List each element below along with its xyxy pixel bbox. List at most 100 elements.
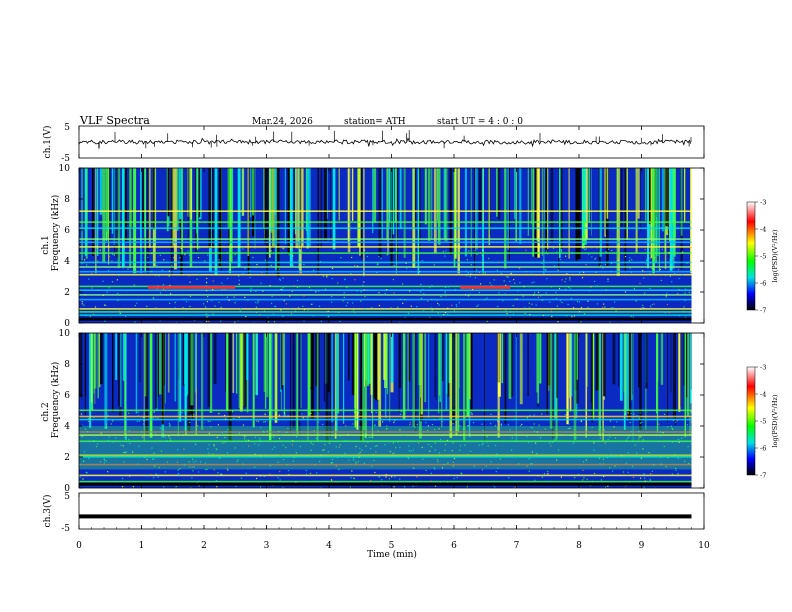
spectrogram-speckle xyxy=(228,271,230,273)
spectrogram-speckle xyxy=(107,414,109,417)
spectrogram-speckle xyxy=(110,423,112,425)
spectrogram-speckle xyxy=(254,443,256,445)
spectrogram-sferic xyxy=(548,333,550,391)
spectrogram-sferic xyxy=(463,333,466,441)
spectrogram-speckle xyxy=(319,460,321,462)
spectrogram-speckle xyxy=(339,435,341,437)
spectrogram-speckle xyxy=(315,291,317,293)
spectrogram-speckle xyxy=(87,418,90,420)
spectrogram-speckle xyxy=(189,466,191,468)
spectrogram-speckle xyxy=(386,425,388,427)
spectrogram-speckle xyxy=(470,273,472,275)
spectrogram-speckle xyxy=(444,312,447,314)
spectrogram-speckle xyxy=(249,276,251,279)
spectrogram-speckle xyxy=(223,289,225,291)
spectrogram-sferic xyxy=(280,333,283,390)
spectrogram-speckle xyxy=(550,286,552,288)
xtick-label: 0 xyxy=(76,541,82,551)
spectrogram-sferic xyxy=(390,168,392,240)
spectrogram-speckle xyxy=(644,480,646,482)
spectrogram-speckle xyxy=(542,314,545,316)
spectrogram-speckle xyxy=(329,273,331,275)
spectrogram-speckle xyxy=(410,305,412,307)
spectrogram-speckle xyxy=(423,293,425,295)
spectrogram-speckle xyxy=(292,264,294,266)
spectrogram-speckle xyxy=(549,442,551,444)
spectrogram-speckle xyxy=(382,421,384,423)
spectrogram-speckle xyxy=(216,486,218,488)
spectrogram-speckle xyxy=(642,304,644,306)
spectrogram-sferic xyxy=(308,168,311,247)
spectrogram-speckle xyxy=(665,274,667,277)
spectrogram-speckle xyxy=(466,293,468,295)
spectrogram-speckle xyxy=(337,282,339,284)
spectrogram-speckle xyxy=(482,271,484,273)
spectrogram-speckle xyxy=(82,424,84,427)
spectrogram-speckle xyxy=(255,266,257,268)
spectrogram-speckle xyxy=(96,443,98,445)
spectrogram-speckle xyxy=(431,285,433,287)
spectrogram-speckle xyxy=(630,430,633,433)
spectrogram-speckle xyxy=(559,300,562,302)
spectrogram-speckle xyxy=(335,426,338,428)
spectrogram-speckle xyxy=(688,462,690,465)
spectrogram-sferic xyxy=(577,168,581,260)
spectrogram-speckle xyxy=(189,421,191,424)
spectrogram-speckle xyxy=(310,289,312,291)
spectrogram-speckle xyxy=(470,264,472,266)
spectrogram-sferic xyxy=(674,333,676,425)
spectrogram-speckle xyxy=(277,461,279,463)
spectrogram-sferic xyxy=(428,333,430,418)
spectrogram-speckle xyxy=(86,472,88,474)
spectrogram-speckle xyxy=(364,413,366,415)
spectrogram-speckle xyxy=(589,455,591,457)
spectrogram-speckle xyxy=(565,278,567,280)
spectrogram-speckle xyxy=(436,459,439,461)
spectrogram-sferic xyxy=(616,168,618,240)
spectrogram-speckle xyxy=(400,410,402,412)
spectrogram-no-data xyxy=(691,333,704,488)
spectrogram-speckle xyxy=(177,266,180,268)
spectrogram-speckle xyxy=(490,461,492,463)
spectrogram-speckle xyxy=(365,445,367,447)
spectrogram-speckle xyxy=(392,442,394,444)
spectrogram-speckle xyxy=(638,415,641,417)
spectrogram-speckle xyxy=(188,275,190,277)
spectrogram-speckle xyxy=(616,421,618,423)
spectrogram-band xyxy=(79,252,692,254)
spectrogram-speckle xyxy=(555,292,557,294)
spectrogram-speckle xyxy=(649,480,651,482)
spectrogram-ch2-image xyxy=(79,333,704,488)
spectrogram-speckle xyxy=(327,451,329,453)
spectrogram-speckle xyxy=(399,298,401,300)
spectrogram-speckle xyxy=(430,307,432,309)
spectrogram-speckle xyxy=(94,306,97,308)
spectrogram-speckle xyxy=(123,264,125,266)
spectrogram-speckle xyxy=(404,299,406,301)
spectrogram-speckle xyxy=(551,315,553,318)
spectrogram-sferic xyxy=(427,168,431,241)
spectrogram-sferic xyxy=(588,168,590,222)
spectrogram-speckle xyxy=(227,428,229,431)
spectrogram-speckle xyxy=(303,264,305,266)
spectrogram-sferic xyxy=(149,333,153,438)
spectrogram-speckle xyxy=(397,441,399,443)
spectrogram-sferic xyxy=(473,168,475,274)
spectrogram-speckle xyxy=(579,272,581,274)
spectrogram-speckle xyxy=(254,466,256,468)
spectrogram-speckle xyxy=(91,273,93,275)
spectrogram-speckle xyxy=(491,284,493,286)
spectrogram-speckle xyxy=(331,479,333,481)
spectrogram-sferic xyxy=(226,333,229,411)
spectrogram-speckle xyxy=(512,313,514,315)
spectrogram-speckle xyxy=(497,467,499,469)
spectrogram-speckle xyxy=(366,255,368,258)
spectrogram-speckle xyxy=(143,420,145,422)
spectrogram-speckle xyxy=(500,424,502,427)
spectrogram-speckle xyxy=(83,304,85,306)
spectrogram-speckle xyxy=(407,312,410,314)
spectrogram-speckle xyxy=(307,309,309,311)
spectrogram-sferic xyxy=(320,168,323,249)
spectrogram-speckle xyxy=(174,307,176,309)
spectrogram-sferic xyxy=(111,168,114,234)
